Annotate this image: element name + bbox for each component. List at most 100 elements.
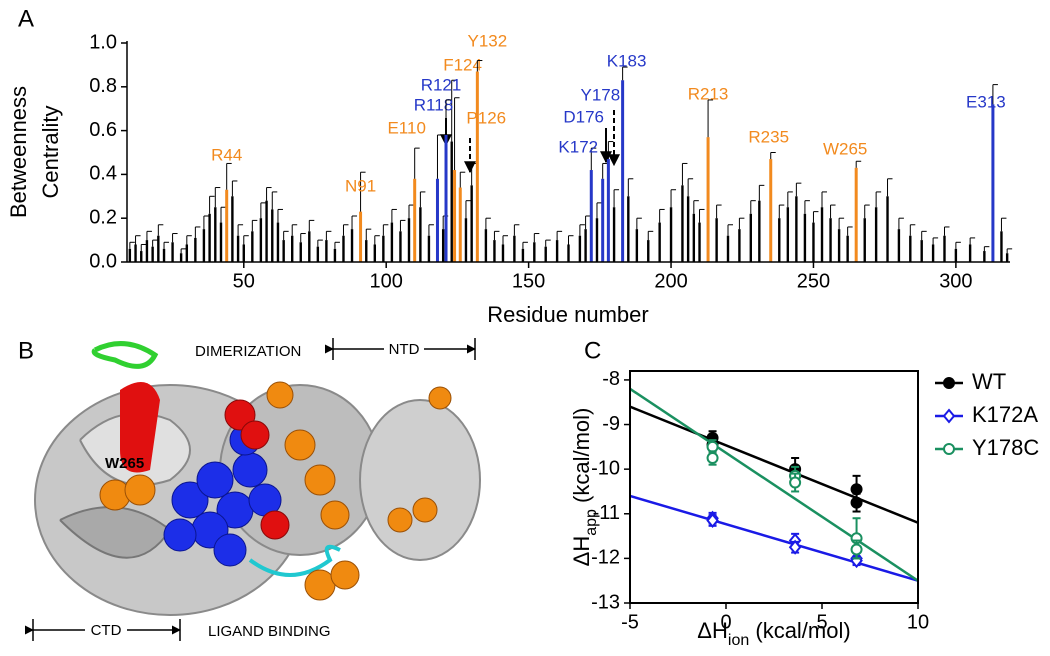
point bbox=[943, 377, 955, 389]
bar bbox=[151, 246, 154, 262]
axis-label: ΔHion (kcal/mol) bbox=[697, 618, 850, 649]
bar bbox=[749, 213, 752, 262]
highlight-label: N91 bbox=[345, 176, 376, 195]
bar bbox=[686, 196, 690, 262]
bar bbox=[464, 218, 468, 262]
bar bbox=[276, 222, 280, 262]
bar bbox=[484, 229, 488, 262]
bar bbox=[208, 213, 211, 262]
bar bbox=[681, 185, 684, 262]
axis-label-sub: app bbox=[583, 509, 600, 536]
bar bbox=[658, 222, 661, 262]
bar bbox=[544, 246, 547, 262]
bar bbox=[271, 209, 274, 262]
bar bbox=[706, 137, 710, 262]
bar bbox=[758, 200, 761, 262]
bar bbox=[242, 244, 245, 262]
bar bbox=[803, 213, 807, 262]
highlight-label: R121 bbox=[421, 75, 462, 94]
bar bbox=[692, 213, 696, 262]
highlight-label: P126 bbox=[466, 108, 506, 127]
bar bbox=[427, 235, 431, 262]
bar bbox=[333, 248, 337, 262]
bar bbox=[342, 235, 345, 262]
bar bbox=[738, 229, 741, 262]
bar bbox=[513, 235, 516, 262]
bar bbox=[567, 244, 570, 262]
bar bbox=[812, 222, 815, 262]
bar bbox=[359, 211, 363, 262]
highlight-label: Y178 bbox=[581, 85, 621, 104]
axis-label-sub: ion bbox=[728, 632, 749, 649]
bar bbox=[202, 229, 206, 262]
bar bbox=[897, 229, 901, 262]
bar bbox=[325, 240, 328, 262]
bar bbox=[291, 235, 294, 262]
bar bbox=[612, 207, 616, 262]
legend-label: WT bbox=[972, 369, 1006, 394]
point bbox=[706, 452, 719, 464]
point bbox=[788, 539, 802, 555]
panel-letter: A bbox=[18, 5, 34, 32]
bar bbox=[795, 196, 798, 262]
axis-label-unit: (kcal/mol) bbox=[749, 618, 850, 643]
bar bbox=[555, 240, 559, 262]
bar bbox=[943, 235, 946, 262]
bar bbox=[162, 248, 166, 262]
bar bbox=[390, 222, 394, 262]
x-tick-label: 150 bbox=[512, 270, 545, 292]
bar bbox=[458, 187, 462, 262]
panel-letter: C bbox=[584, 337, 601, 364]
highlight-label: K172 bbox=[558, 137, 598, 156]
bar bbox=[521, 248, 525, 262]
point bbox=[943, 443, 955, 455]
highlight-label: R118 bbox=[414, 95, 453, 114]
bar bbox=[316, 246, 320, 262]
bar bbox=[219, 222, 223, 262]
x-tick-label: 0 bbox=[720, 611, 731, 633]
bar bbox=[627, 196, 630, 262]
highlight-label: F124 bbox=[443, 55, 482, 74]
bar bbox=[621, 80, 625, 262]
bar bbox=[435, 178, 439, 262]
bar bbox=[259, 218, 263, 262]
highlight-label: Y132 bbox=[468, 31, 508, 50]
y-tick-label: -13 bbox=[591, 591, 620, 613]
x-tick-label: -5 bbox=[621, 611, 639, 633]
x-tick-label: 250 bbox=[797, 270, 830, 292]
bar bbox=[698, 222, 701, 262]
fit-line bbox=[630, 494, 918, 582]
bar bbox=[589, 170, 593, 262]
bar bbox=[251, 231, 254, 262]
y-tick-label: 1.0 bbox=[89, 31, 117, 53]
bar bbox=[991, 104, 995, 262]
region-label: LIGAND BINDING bbox=[208, 623, 331, 640]
bar bbox=[214, 207, 217, 262]
x-tick-label: 300 bbox=[939, 270, 972, 292]
bar bbox=[299, 242, 302, 262]
y-tick-label: -10 bbox=[591, 457, 620, 479]
bar bbox=[470, 185, 473, 262]
bar bbox=[128, 248, 132, 262]
bar bbox=[1000, 231, 1003, 262]
bar bbox=[769, 159, 773, 262]
bar bbox=[419, 207, 422, 262]
y-tick-label: -12 bbox=[591, 547, 620, 569]
bar bbox=[194, 237, 197, 262]
bar bbox=[954, 248, 958, 262]
y-tick-label: 0.2 bbox=[89, 206, 117, 228]
bar bbox=[715, 218, 718, 262]
highlight-label: E110 bbox=[387, 118, 425, 137]
highlight-label: R44 bbox=[211, 145, 242, 164]
residue-label: W265 bbox=[105, 455, 144, 472]
bar bbox=[407, 218, 411, 262]
bar bbox=[837, 229, 841, 262]
y-axis-label: Betweenness bbox=[6, 86, 31, 218]
fit-line bbox=[630, 405, 918, 524]
structure-illustration: B DIMERIZATION NTD W265 bbox=[18, 337, 481, 641]
bar bbox=[450, 141, 453, 262]
y-tick-label: 0.4 bbox=[89, 163, 117, 185]
highlight-label: W265 bbox=[823, 139, 867, 158]
panel-letter: B bbox=[18, 337, 34, 364]
